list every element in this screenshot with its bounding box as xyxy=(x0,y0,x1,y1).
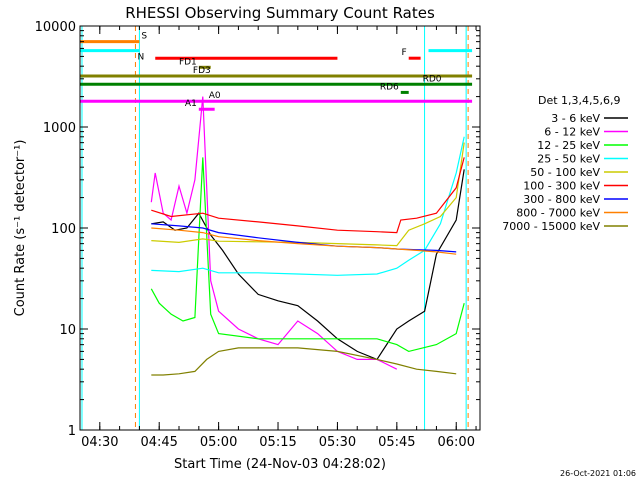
series-line-3 xyxy=(151,136,465,276)
state-label-a1: A1 xyxy=(185,99,197,109)
legend-title: Det 1,3,4,5,6,9 xyxy=(538,94,621,107)
state-label-n: N xyxy=(137,53,144,63)
series-line-0 xyxy=(151,169,465,361)
state-label-s: S xyxy=(141,32,147,42)
x-tick-label-3: 05:15 xyxy=(259,435,296,450)
plot-area xyxy=(80,26,473,430)
series-line-8 xyxy=(151,347,457,376)
legend-label-1: 6 - 12 keV xyxy=(544,126,600,139)
state-label-f: F xyxy=(402,48,407,58)
series-line-7 xyxy=(151,227,457,255)
y-tick-label-3: 1000 xyxy=(43,121,76,136)
x-tick-label-4: 05:30 xyxy=(319,435,356,450)
y-tick-label-2: 100 xyxy=(51,222,76,237)
x-tick-label-5: 05:45 xyxy=(378,435,415,450)
legend-label-3: 25 - 50 keV xyxy=(537,153,600,166)
legend-label-0: 3 - 6 keV xyxy=(551,112,600,125)
legend-label-8: 7000 - 15000 keV xyxy=(502,220,600,233)
series-line-2 xyxy=(150,157,465,353)
x-axis-label: Start Time (24-Nov-03 04:28:02) xyxy=(174,457,386,472)
y-axis-label: Count Rate (s⁻¹ detector⁻¹) xyxy=(13,140,28,317)
state-label-fd1: FD1 xyxy=(179,57,197,67)
y-tick-label-4: 10000 xyxy=(35,20,76,35)
x-axis-ticks: 04:30 04:45 05:00 05:15 05:30 05:45 06:00 xyxy=(79,26,477,450)
y-tick-label-0: 1 xyxy=(68,424,76,439)
y-axis-ticks: 1 10 100 1000 10000 xyxy=(35,20,480,439)
legend-label-6: 300 - 800 keV xyxy=(523,193,600,206)
series-line-5 xyxy=(151,157,465,234)
state-label-rd6: RD6 xyxy=(380,82,399,92)
x-tick-label-1: 04:45 xyxy=(140,435,177,450)
state-label-a0: A0 xyxy=(209,91,221,101)
x-tick-label-6: 06:00 xyxy=(438,435,475,450)
series-line-1 xyxy=(150,96,398,370)
legend-label-5: 100 - 300 keV xyxy=(523,180,600,193)
timestamp: 26-Oct-2021 01:06 xyxy=(560,469,636,478)
x-tick-label-2: 05:00 xyxy=(200,435,237,450)
legend-label-4: 50 - 100 keV xyxy=(530,166,600,179)
x-tick-label-0: 04:30 xyxy=(81,435,118,450)
series-line-4 xyxy=(151,142,465,247)
legend-label-2: 12 - 25 keV xyxy=(537,139,600,152)
y-tick-label-1: 10 xyxy=(59,323,76,338)
chart-title: RHESSI Observing Summary Count Rates xyxy=(125,4,435,22)
series-line-6 xyxy=(151,223,457,253)
state-label-fd3: FD3 xyxy=(193,66,211,76)
legend-label-7: 800 - 7000 keV xyxy=(516,207,600,220)
state-label-rd0: RD0 xyxy=(423,74,442,84)
